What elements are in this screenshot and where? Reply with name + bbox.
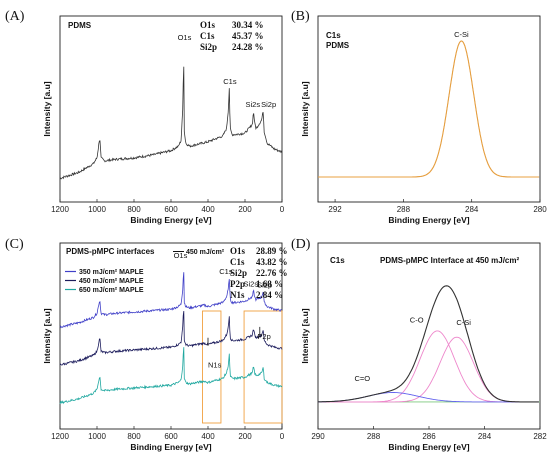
peak-label: C1s <box>219 267 233 276</box>
inset-label: 450 mJ/cm² <box>186 249 225 256</box>
x-tick-label: 0 <box>280 432 285 441</box>
legend-label: 650 mJ/cm² MAPLE <box>79 287 144 294</box>
panel-label: (B) <box>291 9 310 24</box>
x-tick-label: 288 <box>367 432 381 441</box>
x-tick-label: 284 <box>465 205 479 214</box>
x-tick-label: 400 <box>201 432 215 441</box>
composition-value: 2.84 % <box>256 290 283 300</box>
component-peak <box>318 336 539 403</box>
component-label: C=O <box>354 374 370 383</box>
peak-label: N1s <box>208 360 222 369</box>
survey-spectrum-line <box>59 66 283 180</box>
x-tick-label: 284 <box>478 432 492 441</box>
x-tick-label: 600 <box>164 432 178 441</box>
x-axis-label: Binding Energy [eV] <box>130 442 211 452</box>
composition-value: 30.34 % <box>232 20 264 30</box>
chart-title: PDMS-pMPC Interface at 450 mJ/cm² <box>380 256 519 265</box>
sample-label: C1s <box>330 256 345 265</box>
fit-line <box>318 40 540 178</box>
composition-element: O1s <box>200 20 216 30</box>
x-tick-label: 0 <box>280 205 285 214</box>
x-axis-label: Binding Energy [eV] <box>388 442 469 452</box>
survey-spectrum-line <box>59 347 283 405</box>
composition-value: 28.89 % <box>256 246 288 256</box>
survey-spectrum-line <box>59 310 283 366</box>
y-axis-label: Intensity [a.u] <box>42 308 52 363</box>
highlight-box <box>243 310 283 424</box>
x-tick-label: 400 <box>201 205 215 214</box>
envelope-line <box>318 285 539 403</box>
legend-label: 350 mJ/cm² MAPLE <box>79 269 144 276</box>
x-axis-label: Binding Energy [eV] <box>130 215 211 225</box>
x-tick-label: 282 <box>533 432 547 441</box>
chart-title: PDMS-pMPC interfaces <box>66 247 155 256</box>
panel-d: (D) 290 288 286 284 282 Binding Energy [eV] Int… <box>291 237 547 452</box>
x-tick-label: 290 <box>311 432 325 441</box>
component-label: C-Si <box>456 318 471 327</box>
x-tick-label: 200 <box>238 432 252 441</box>
plot-frame <box>317 15 541 203</box>
panel-label: (C) <box>5 237 24 252</box>
peak-label: O1s <box>174 251 188 260</box>
y-axis-label: Intensity [a.u] <box>300 81 310 136</box>
composition-element: C1s <box>230 257 245 267</box>
x-tick-label: 1000 <box>88 205 106 214</box>
composition-value: 45.37 % <box>232 31 264 41</box>
composition-value: 43.82 % <box>256 257 288 267</box>
panel-a: (A) 1200 1000 800 600 400 200 0 Binding Energy [… <box>5 9 285 225</box>
composition-value: 24.28 % <box>232 42 264 52</box>
x-tick-label: 200 <box>238 205 252 214</box>
x-tick-label: 1200 <box>51 432 69 441</box>
composition-element: Si2p <box>200 42 217 52</box>
composition-element: Si2p <box>230 268 247 278</box>
sample-label-line2: PDMS <box>326 41 350 50</box>
sample-label-line1: C1s <box>326 31 341 40</box>
x-axis-label: Binding Energy [eV] <box>388 215 469 225</box>
x-tick-label: 800 <box>127 432 141 441</box>
y-axis-label: Intensity [a.u] <box>300 308 310 363</box>
peak-label: C-Si <box>454 30 469 39</box>
x-tick-label: 280 <box>533 205 547 214</box>
composition-value: 22.76 % <box>256 268 288 278</box>
panel-label: (D) <box>291 237 311 252</box>
panel-b: (B) 292 288 284 280 Binding Energy [eV] Intens… <box>291 9 547 225</box>
peak-label: Si2p <box>257 281 272 290</box>
legend-label: 450 mJ/cm² MAPLE <box>79 278 144 285</box>
survey-spectrum-line <box>59 272 283 329</box>
peak-label: Si2s <box>246 100 261 109</box>
composition-value: 1.68 % <box>256 279 283 289</box>
peak-label: P2p <box>257 332 270 341</box>
x-tick-label: 1200 <box>51 205 69 214</box>
x-tick-label: 286 <box>422 432 436 441</box>
spectrum-line <box>318 40 540 178</box>
x-tick-label: 800 <box>127 205 141 214</box>
x-tick-label: 1000 <box>88 432 106 441</box>
sample-label: PDMS <box>68 21 92 30</box>
panel-c: (C) 1200 1000 800 600 400 200 0 Binding Energy [… <box>5 237 288 452</box>
composition-element: O1s <box>230 246 246 256</box>
peak-label: C1s <box>223 77 237 86</box>
component-label: C-O <box>410 316 424 325</box>
composition-element: C1s <box>200 31 215 41</box>
panel-label: (A) <box>5 9 25 24</box>
composition-element: N1s <box>230 290 245 300</box>
peak-label: O1s <box>178 33 192 42</box>
peak-label: Si2p <box>261 100 276 109</box>
x-tick-label: 600 <box>164 205 178 214</box>
composition-element: P2p <box>230 279 245 289</box>
x-tick-label: 288 <box>397 205 411 214</box>
y-axis-label: Intensity [a.u] <box>42 81 52 136</box>
x-tick-label: 292 <box>328 205 342 214</box>
component-peak <box>318 330 539 403</box>
highlight-box <box>201 310 222 424</box>
peak-label: Si2s <box>244 279 259 288</box>
